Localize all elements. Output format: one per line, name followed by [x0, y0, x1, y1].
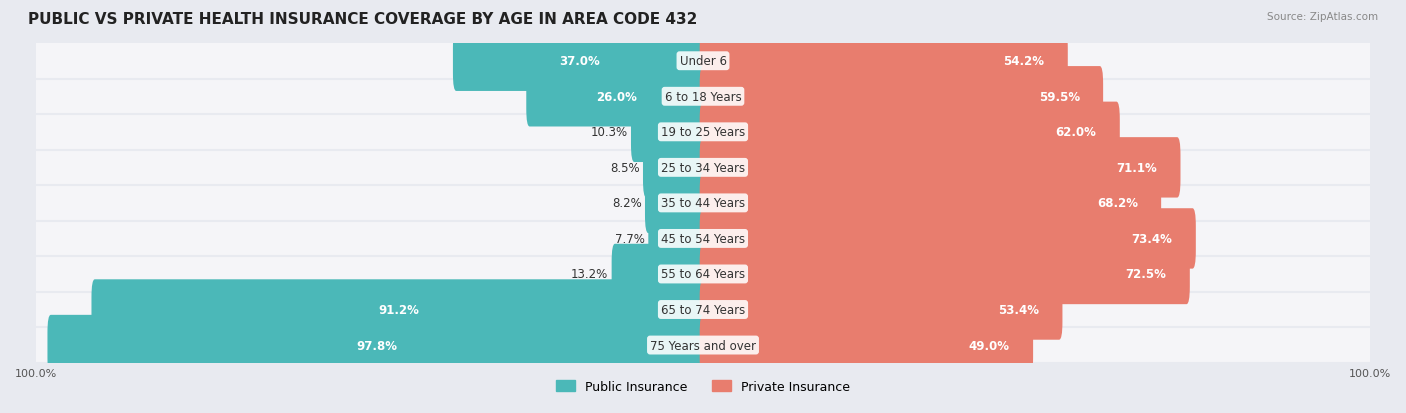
FancyBboxPatch shape: [700, 138, 1181, 198]
Text: 19 to 25 Years: 19 to 25 Years: [661, 126, 745, 139]
FancyBboxPatch shape: [700, 209, 1197, 269]
Text: 55 to 64 Years: 55 to 64 Years: [661, 268, 745, 281]
Text: 68.2%: 68.2%: [1097, 197, 1137, 210]
Text: PUBLIC VS PRIVATE HEALTH INSURANCE COVERAGE BY AGE IN AREA CODE 432: PUBLIC VS PRIVATE HEALTH INSURANCE COVER…: [28, 12, 697, 27]
FancyBboxPatch shape: [700, 280, 1063, 340]
Bar: [37, 186, 1369, 221]
FancyBboxPatch shape: [48, 315, 706, 375]
Text: 62.0%: 62.0%: [1056, 126, 1097, 139]
Text: 7.7%: 7.7%: [614, 233, 645, 245]
Text: Source: ZipAtlas.com: Source: ZipAtlas.com: [1267, 12, 1378, 22]
Bar: [37, 79, 1369, 115]
Text: 10.3%: 10.3%: [591, 126, 627, 139]
FancyBboxPatch shape: [700, 244, 1189, 304]
Text: 45 to 54 Years: 45 to 54 Years: [661, 233, 745, 245]
Text: 73.4%: 73.4%: [1132, 233, 1173, 245]
Text: 59.5%: 59.5%: [1039, 90, 1080, 104]
Text: Under 6: Under 6: [679, 55, 727, 68]
Bar: [37, 150, 1369, 186]
Text: 54.2%: 54.2%: [1004, 55, 1045, 68]
FancyBboxPatch shape: [631, 102, 706, 163]
FancyBboxPatch shape: [700, 31, 1067, 92]
Text: 37.0%: 37.0%: [560, 55, 600, 68]
Text: 8.2%: 8.2%: [612, 197, 641, 210]
Text: 26.0%: 26.0%: [596, 90, 637, 104]
Text: 53.4%: 53.4%: [998, 303, 1039, 316]
Bar: [37, 44, 1369, 79]
FancyBboxPatch shape: [700, 173, 1161, 233]
FancyBboxPatch shape: [700, 67, 1104, 127]
Text: 25 to 34 Years: 25 to 34 Years: [661, 161, 745, 174]
Text: 8.5%: 8.5%: [610, 161, 640, 174]
Bar: [37, 328, 1369, 363]
Text: 35 to 44 Years: 35 to 44 Years: [661, 197, 745, 210]
Bar: [37, 256, 1369, 292]
FancyBboxPatch shape: [526, 67, 706, 127]
FancyBboxPatch shape: [91, 280, 706, 340]
Bar: [37, 221, 1369, 256]
Bar: [37, 292, 1369, 328]
FancyBboxPatch shape: [643, 138, 706, 198]
Text: 13.2%: 13.2%: [571, 268, 609, 281]
Text: 49.0%: 49.0%: [969, 339, 1010, 352]
FancyBboxPatch shape: [700, 315, 1033, 375]
Text: 65 to 74 Years: 65 to 74 Years: [661, 303, 745, 316]
Text: 6 to 18 Years: 6 to 18 Years: [665, 90, 741, 104]
FancyBboxPatch shape: [648, 209, 706, 269]
Legend: Public Insurance, Private Insurance: Public Insurance, Private Insurance: [551, 375, 855, 398]
FancyBboxPatch shape: [700, 102, 1119, 163]
Text: 97.8%: 97.8%: [356, 339, 398, 352]
FancyBboxPatch shape: [453, 31, 706, 92]
FancyBboxPatch shape: [612, 244, 706, 304]
Bar: [37, 115, 1369, 150]
Text: 91.2%: 91.2%: [378, 303, 419, 316]
Text: 75 Years and over: 75 Years and over: [650, 339, 756, 352]
Text: 71.1%: 71.1%: [1116, 161, 1157, 174]
Text: 72.5%: 72.5%: [1126, 268, 1167, 281]
FancyBboxPatch shape: [645, 173, 706, 233]
